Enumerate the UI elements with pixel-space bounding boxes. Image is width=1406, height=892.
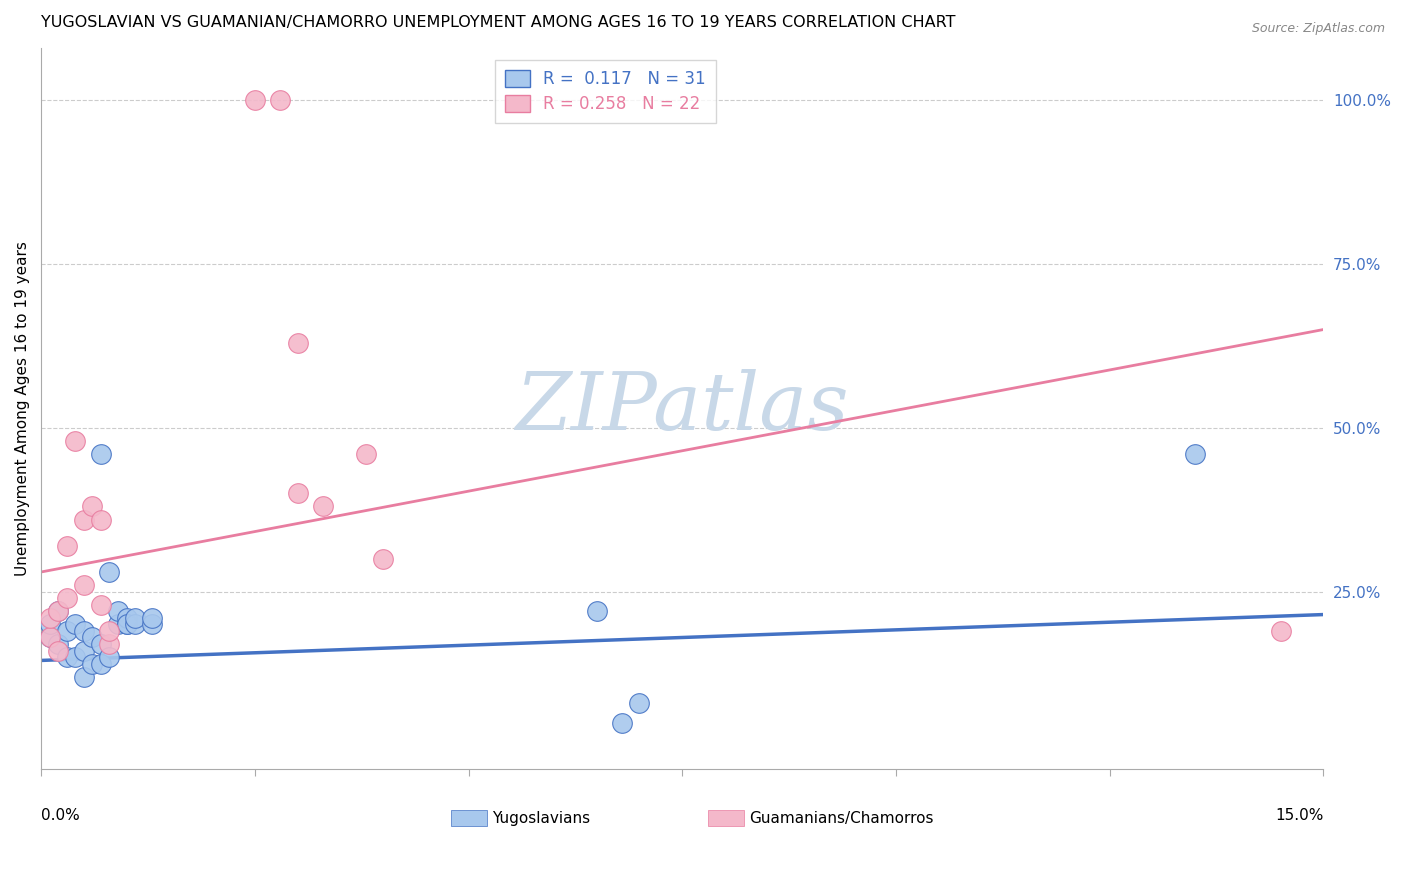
Point bbox=[115, 617, 138, 632]
Point bbox=[55, 539, 77, 553]
Point bbox=[65, 650, 87, 665]
Point bbox=[46, 637, 69, 651]
Point bbox=[107, 617, 129, 632]
Legend: R =  0.117   N = 31, R = 0.258   N = 22: R = 0.117 N = 31, R = 0.258 N = 22 bbox=[495, 60, 716, 123]
Text: Guamanians/Chamorros: Guamanians/Chamorros bbox=[749, 811, 934, 826]
Point bbox=[612, 715, 634, 730]
Point bbox=[90, 598, 112, 612]
Point bbox=[73, 670, 96, 684]
Point bbox=[98, 637, 121, 651]
Point bbox=[38, 617, 60, 632]
Point bbox=[82, 500, 104, 514]
Point bbox=[82, 657, 104, 671]
Point bbox=[73, 512, 96, 526]
Point bbox=[82, 631, 104, 645]
Point bbox=[90, 512, 112, 526]
Point bbox=[55, 591, 77, 606]
Point bbox=[90, 447, 112, 461]
Point bbox=[115, 611, 138, 625]
Point bbox=[98, 565, 121, 579]
Point bbox=[107, 604, 129, 618]
Point bbox=[46, 604, 69, 618]
Point bbox=[124, 617, 146, 632]
Point bbox=[46, 604, 69, 618]
Point bbox=[269, 93, 291, 107]
Point bbox=[65, 434, 87, 448]
Point bbox=[98, 624, 121, 638]
Point bbox=[115, 617, 138, 632]
Point bbox=[628, 696, 651, 710]
Point bbox=[73, 578, 96, 592]
Point bbox=[141, 611, 163, 625]
Point bbox=[585, 604, 607, 618]
Text: 0.0%: 0.0% bbox=[41, 808, 80, 823]
Point bbox=[124, 611, 146, 625]
Point bbox=[90, 637, 112, 651]
Point bbox=[98, 650, 121, 665]
Point bbox=[141, 617, 163, 632]
Text: Yugoslavians: Yugoslavians bbox=[492, 811, 591, 826]
Bar bbox=[707, 810, 744, 826]
Bar bbox=[451, 810, 488, 826]
Point bbox=[65, 617, 87, 632]
Point bbox=[90, 657, 112, 671]
Point bbox=[73, 643, 96, 657]
Point bbox=[55, 624, 77, 638]
Point bbox=[1270, 624, 1292, 638]
Text: 15.0%: 15.0% bbox=[1275, 808, 1323, 823]
Text: YUGOSLAVIAN VS GUAMANIAN/CHAMORRO UNEMPLOYMENT AMONG AGES 16 TO 19 YEARS CORRELA: YUGOSLAVIAN VS GUAMANIAN/CHAMORRO UNEMPL… bbox=[41, 15, 956, 30]
Point bbox=[354, 447, 377, 461]
Point bbox=[1184, 447, 1206, 461]
Point bbox=[312, 500, 335, 514]
Point bbox=[38, 631, 60, 645]
Point bbox=[287, 486, 309, 500]
Point bbox=[38, 611, 60, 625]
Text: ZIPatlas: ZIPatlas bbox=[516, 369, 849, 447]
Point bbox=[243, 93, 266, 107]
Text: Source: ZipAtlas.com: Source: ZipAtlas.com bbox=[1251, 22, 1385, 36]
Point bbox=[55, 650, 77, 665]
Y-axis label: Unemployment Among Ages 16 to 19 years: Unemployment Among Ages 16 to 19 years bbox=[15, 241, 30, 575]
Point bbox=[38, 631, 60, 645]
Point bbox=[46, 643, 69, 657]
Point bbox=[371, 552, 394, 566]
Point bbox=[287, 335, 309, 350]
Point bbox=[73, 624, 96, 638]
